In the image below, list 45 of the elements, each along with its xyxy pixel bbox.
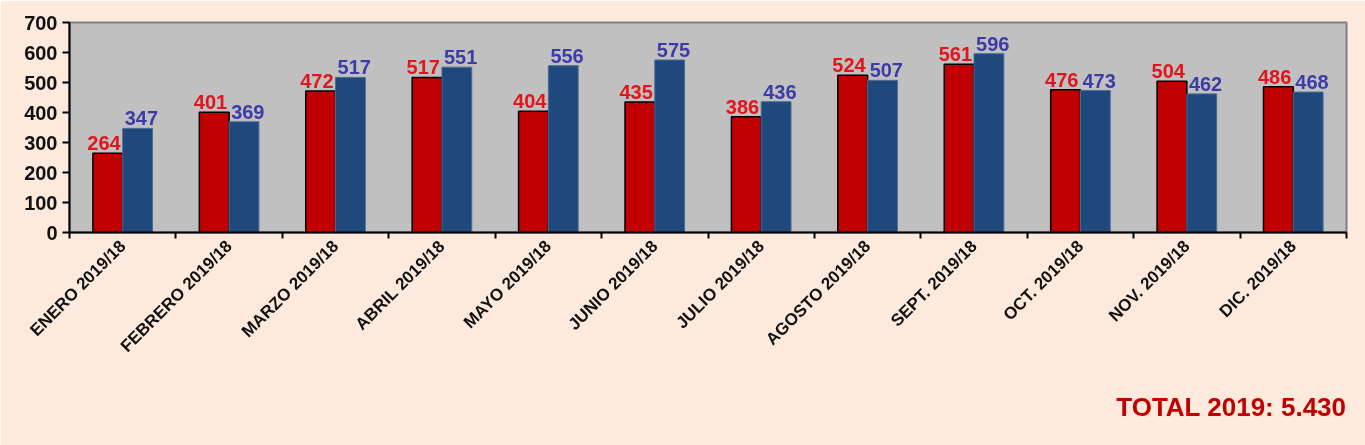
data-label: 524: [832, 54, 867, 77]
bar: [335, 76, 366, 233]
bar: [654, 59, 686, 233]
data-label: 401: [193, 91, 228, 114]
bar: [1079, 90, 1111, 233]
data-label: 486: [1257, 65, 1292, 88]
bar: [1292, 91, 1324, 233]
data-label: 561: [938, 43, 973, 66]
data-label: 468: [1295, 71, 1329, 94]
y-tick-label: 400: [24, 101, 58, 124]
data-label: 369: [231, 100, 265, 123]
y-tick-label: 0: [46, 221, 58, 244]
bar: [973, 53, 1005, 233]
data-label: 551: [443, 46, 478, 69]
text: TOTAL 2019: 5.430: [1116, 391, 1347, 422]
data-label: 596: [976, 32, 1010, 55]
data-label: 347: [124, 107, 159, 130]
data-label: 404: [513, 90, 548, 113]
bar: [1186, 93, 1218, 233]
data-label: 436: [763, 80, 797, 103]
bar: [547, 65, 579, 233]
data-label: 264: [87, 132, 122, 155]
y-tick-label: 200: [24, 161, 58, 184]
y-tick-label: 300: [24, 131, 58, 154]
y-tick-label: 100: [24, 191, 58, 214]
bar: [228, 121, 260, 233]
data-label: 556: [550, 44, 584, 67]
data-label: 517: [337, 56, 371, 79]
data-label: 575: [656, 39, 691, 61]
bar: [122, 127, 154, 233]
data-label: 473: [1082, 69, 1116, 92]
data-label: 435: [619, 81, 653, 103]
data-label: 517: [406, 56, 440, 79]
bar: [441, 66, 473, 233]
y-tick-label: 600: [24, 41, 58, 64]
data-label: 507: [869, 59, 903, 82]
bar: [867, 79, 898, 233]
data-label: 462: [1188, 72, 1223, 95]
data-label: 504: [1151, 60, 1186, 83]
data-label: 386: [725, 95, 760, 118]
data-label: 472: [300, 69, 334, 92]
bar: [760, 101, 792, 233]
data-label: 476: [1045, 68, 1079, 91]
y-tick-label: 500: [24, 71, 58, 94]
y-tick-label: 700: [24, 11, 58, 34]
